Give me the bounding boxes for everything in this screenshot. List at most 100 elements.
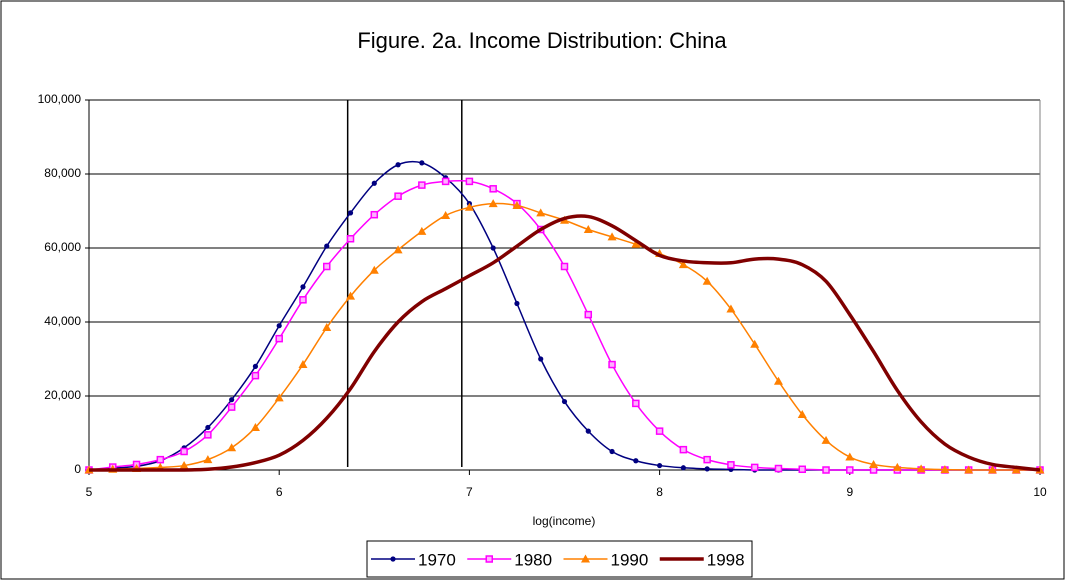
data-point [773, 376, 783, 385]
data-point [846, 466, 854, 474]
data-point [490, 245, 496, 251]
y-tick-label: 40,000 [44, 314, 81, 328]
data-point [276, 323, 282, 329]
data-point [441, 177, 450, 186]
data-point [252, 363, 259, 369]
x-tick-label: 7 [466, 485, 473, 499]
data-point [536, 208, 546, 217]
data-point [585, 428, 591, 434]
data-point [346, 291, 356, 300]
series-line [89, 214, 1041, 472]
y-tick-label: 0 [74, 462, 81, 476]
data-point [560, 262, 569, 271]
data-point [538, 356, 544, 362]
data-point [512, 200, 522, 209]
data-point [299, 296, 307, 304]
data-point [346, 235, 355, 243]
data-point [987, 465, 997, 474]
data-point [227, 403, 236, 411]
chart-title: Figure. 2a. Income Distribution: China [357, 28, 727, 53]
data-point [774, 464, 783, 473]
data-point [678, 260, 688, 269]
data-point [324, 243, 330, 249]
data-point [702, 276, 712, 285]
data-point [205, 424, 211, 431]
legend-label: 1970 [418, 550, 456, 569]
data-point [369, 265, 379, 274]
data-point [797, 410, 807, 418]
data-point [203, 455, 213, 464]
data-point [680, 465, 686, 471]
data-point [322, 323, 332, 332]
data-point [633, 458, 639, 464]
data-point [607, 232, 617, 241]
data-point [821, 435, 831, 444]
data-point [561, 398, 568, 405]
data-point [441, 210, 451, 219]
data-point [703, 455, 711, 464]
data-point [370, 210, 379, 219]
legend-marker [485, 555, 493, 563]
data-point [156, 455, 165, 464]
data-point [488, 199, 498, 208]
data-point [583, 225, 593, 233]
data-point [250, 422, 260, 431]
data-point [750, 463, 759, 472]
data-point [465, 177, 474, 186]
x-tick-label: 10 [1033, 485, 1047, 499]
data-point [393, 245, 403, 254]
x-tick-label: 8 [656, 485, 663, 499]
data-point [609, 448, 615, 455]
data-point [608, 360, 616, 369]
data-point [464, 202, 474, 211]
x-tick-label: 5 [86, 485, 93, 499]
y-tick-label: 20,000 [44, 388, 81, 402]
data-point [679, 445, 688, 454]
data-point [940, 465, 950, 474]
legend-label: 1990 [611, 550, 649, 569]
data-point [798, 465, 806, 474]
x-tick-label: 9 [846, 485, 853, 499]
data-point [726, 304, 736, 313]
data-point [275, 334, 283, 343]
data-point [632, 399, 640, 408]
data-point [394, 192, 402, 200]
data-point [323, 262, 331, 271]
data-point [417, 226, 427, 235]
legend-label: 1998 [707, 550, 745, 569]
data-point [704, 466, 710, 472]
data-point [489, 185, 497, 193]
data-point [179, 461, 189, 470]
data-point [822, 466, 830, 474]
data-point [750, 339, 760, 348]
data-point [631, 239, 641, 248]
x-tick-label: 6 [276, 485, 283, 499]
data-point [845, 452, 855, 461]
data-point [298, 360, 308, 369]
legend-label: 1980 [514, 550, 552, 569]
data-point [514, 300, 520, 307]
data-point [916, 464, 926, 473]
data-point [655, 427, 664, 435]
legend-marker [390, 556, 396, 562]
data-point [300, 284, 306, 290]
data-point [180, 447, 188, 456]
data-point [727, 461, 735, 469]
legend-marker [581, 554, 590, 563]
data-point [418, 181, 426, 189]
data-point [227, 443, 237, 452]
data-point [1011, 465, 1021, 474]
data-point [371, 180, 377, 186]
data-point [869, 459, 879, 468]
data-point [395, 162, 401, 168]
y-tick-label: 80,000 [44, 166, 81, 180]
data-point [419, 160, 425, 166]
data-point [964, 465, 974, 474]
data-point [229, 397, 235, 403]
data-point [204, 431, 212, 439]
data-point [657, 462, 663, 469]
data-point [892, 462, 902, 471]
data-point [584, 310, 593, 319]
